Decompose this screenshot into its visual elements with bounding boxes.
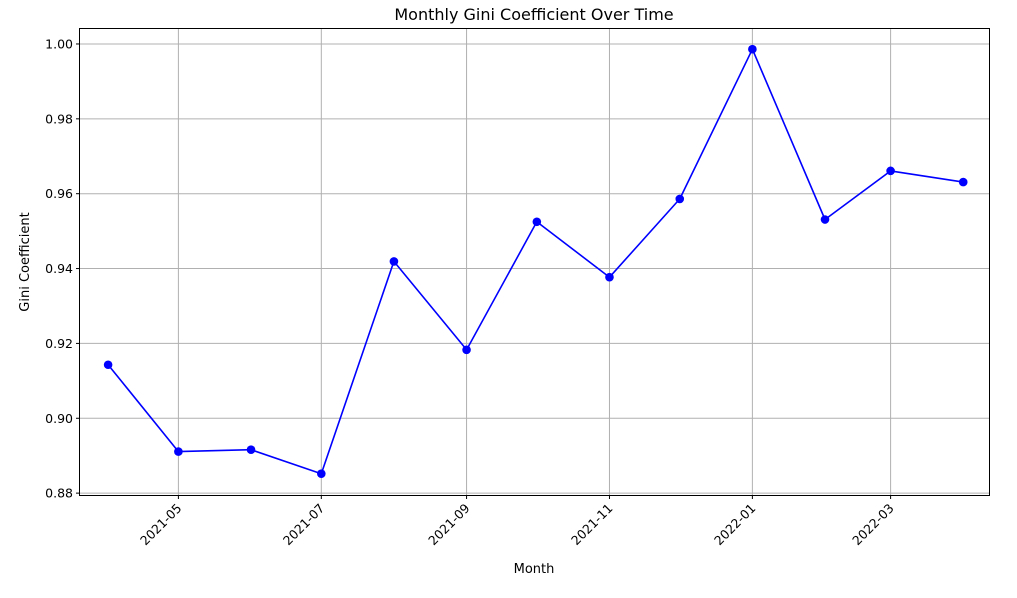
chart-title: Monthly Gini Coefficient Over Time bbox=[394, 5, 673, 24]
data-point bbox=[675, 194, 685, 204]
x-tick-label: 2022-03 bbox=[849, 501, 897, 549]
series-layer bbox=[103, 44, 968, 478]
grid-lines bbox=[80, 29, 989, 495]
data-point bbox=[103, 360, 113, 370]
x-tick-label: 2021-11 bbox=[568, 501, 616, 549]
x-axis-label: Month bbox=[514, 562, 555, 577]
y-tick-label: 0.92 bbox=[45, 336, 73, 351]
data-point bbox=[532, 217, 542, 227]
x-tick-label: 2021-07 bbox=[280, 501, 328, 549]
y-tick-label: 0.90 bbox=[45, 411, 73, 426]
data-point bbox=[886, 166, 895, 176]
y-axis-label: Gini Coefficient bbox=[18, 212, 33, 311]
data-point bbox=[317, 469, 326, 478]
series-line bbox=[107, 48, 964, 475]
axis-ticks: 0.88 0.90 0.92 0.94 0.96 0.98 1.00 2021-05 2021-… bbox=[45, 36, 897, 548]
y-tick-label: 0.94 bbox=[45, 261, 73, 276]
data-point bbox=[462, 345, 471, 355]
data-point bbox=[820, 215, 830, 224]
data-point bbox=[958, 177, 968, 187]
y-tick-label: 0.96 bbox=[45, 186, 73, 201]
x-tick-label: 2022-01 bbox=[711, 501, 759, 549]
data-point bbox=[748, 44, 757, 54]
data-point bbox=[389, 257, 399, 266]
y-tick-label: 0.88 bbox=[45, 486, 73, 501]
y-tick-label: 0.98 bbox=[45, 111, 73, 126]
data-point bbox=[605, 272, 614, 282]
x-tick-label: 2021-05 bbox=[137, 501, 185, 549]
x-tick-label: 2021-09 bbox=[425, 500, 473, 548]
data-point bbox=[174, 447, 183, 456]
data-point bbox=[246, 445, 256, 455]
plot-frame bbox=[79, 28, 990, 496]
y-tick-label: 1.00 bbox=[45, 36, 73, 51]
